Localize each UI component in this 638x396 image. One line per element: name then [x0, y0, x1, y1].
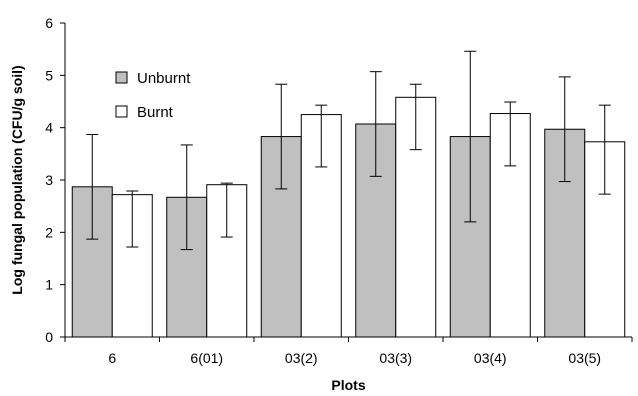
- x-axis-title: Plots: [331, 377, 365, 393]
- legend-label-burnt: Burnt: [137, 104, 174, 121]
- y-tick-label: 4: [45, 120, 53, 136]
- y-tick-label: 5: [45, 67, 53, 83]
- legend-swatch-burnt: [115, 105, 128, 118]
- y-tick-label: 0: [45, 329, 53, 345]
- x-tick-label: 03(2): [285, 350, 318, 366]
- y-axis-title: Log fungal population (CFU/g soil): [9, 65, 25, 294]
- x-axis-ticks: 6 6(01) 03(2) 03(3) 03(4) 03(5): [64, 337, 633, 366]
- y-tick-label: 1: [45, 277, 53, 293]
- y-axis-ticks: 0 1 2 3 4 5 6: [45, 15, 65, 345]
- legend-swatch-unburnt: [115, 71, 128, 84]
- legend-label-unburnt: Unburnt: [137, 70, 191, 87]
- y-tick-label: 6: [45, 15, 53, 31]
- x-tick-label: 6(01): [190, 350, 223, 366]
- bars: [71, 96, 626, 338]
- x-tick-label: 03(3): [379, 350, 412, 366]
- bar-burnt: [395, 96, 437, 338]
- legend: Unburnt Burnt: [115, 70, 191, 121]
- x-tick-label: 6: [108, 350, 116, 366]
- y-tick-label: 2: [45, 224, 53, 240]
- x-tick-label: 03(4): [474, 350, 507, 366]
- x-tick-label: 03(5): [568, 350, 601, 366]
- y-tick-label: 3: [45, 172, 53, 188]
- error-bars: [86, 50, 611, 251]
